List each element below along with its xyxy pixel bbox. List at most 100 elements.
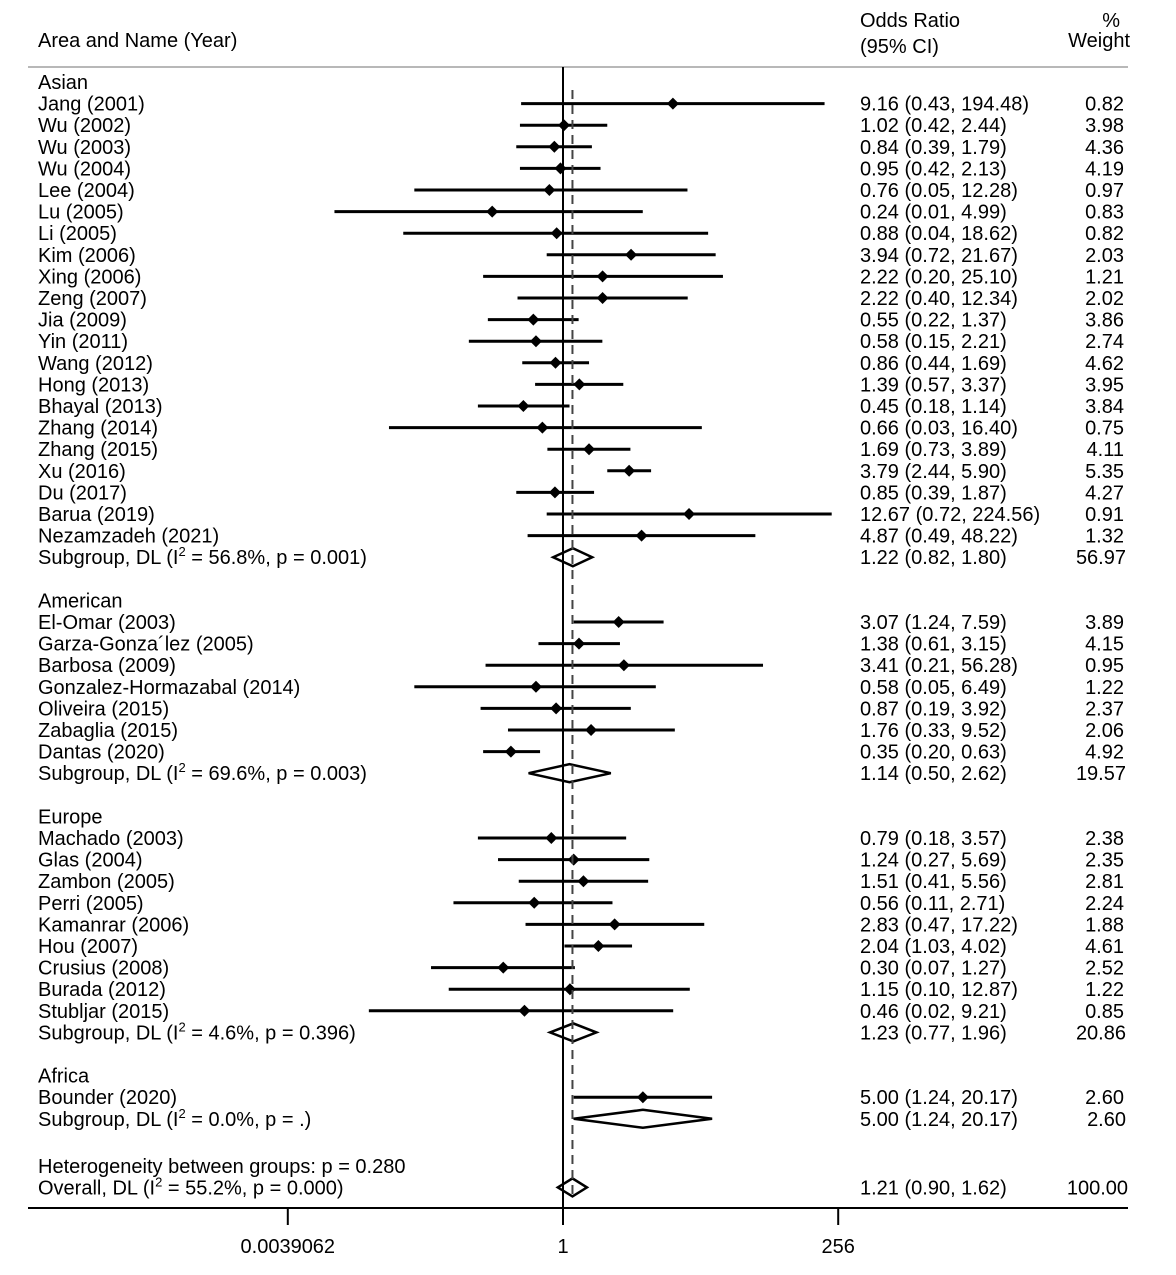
weight-value: 2.60 <box>1085 1087 1124 1109</box>
point-estimate <box>528 896 541 909</box>
odds-ratio-ci: 3.07 (1.24, 7.59) <box>860 612 1007 634</box>
odds-ratio-ci: 1.76 (0.33, 9.52) <box>860 720 1007 742</box>
odds-ratio-ci: 1.69 (0.73, 3.89) <box>860 439 1007 461</box>
weight-value: 0.82 <box>1085 94 1124 116</box>
study-label: Stubljar (2015) <box>38 1001 169 1023</box>
odds-ratio-ci: 1.02 (0.42, 2.44) <box>860 115 1007 137</box>
weight-value: 2.35 <box>1085 850 1124 872</box>
study-label: Oliveira (2015) <box>38 698 169 720</box>
weight-value: 2.02 <box>1085 288 1124 310</box>
weight-value: 0.75 <box>1085 418 1124 440</box>
weight-value: 4.15 <box>1085 634 1124 656</box>
weight-value: 3.84 <box>1085 396 1124 418</box>
subgroup-diamond <box>528 762 612 784</box>
weight-value: 5.35 <box>1085 461 1124 483</box>
point-estimate <box>548 140 561 153</box>
point-estimate <box>548 486 561 499</box>
weight-value: 4.27 <box>1085 482 1124 504</box>
study-label: Du (2017) <box>38 482 127 504</box>
weight-value: 4.92 <box>1085 742 1124 764</box>
weight-column-header: % <box>1102 10 1120 32</box>
odds-ratio-ci: 3.41 (0.21, 56.28) <box>860 655 1018 677</box>
study-label: Wang (2012) <box>38 353 153 375</box>
group-heading-europe: Europe <box>38 806 103 828</box>
point-estimate <box>563 983 576 996</box>
study-label: Zhang (2015) <box>38 439 158 461</box>
study-label: El-Omar (2003) <box>38 612 176 634</box>
study-label: Li (2005) <box>38 223 117 245</box>
point-estimate <box>577 875 590 888</box>
study-label: Bhayal (2013) <box>38 396 163 418</box>
study-column-header: Area and Name (Year) <box>38 30 237 52</box>
odds-ratio-ci: 0.79 (0.18, 3.57) <box>860 828 1007 850</box>
subgroup-label: Subgroup, DL (I2 = 4.6%, p = 0.396) <box>38 1019 356 1044</box>
x-tick-label: 0.0039062 <box>241 1236 336 1258</box>
weight-value: 1.22 <box>1085 979 1124 1001</box>
study-label: Perri (2005) <box>38 893 144 915</box>
study-label: Dantas (2020) <box>38 742 165 764</box>
study-label: Lu (2005) <box>38 202 124 224</box>
weight-value: 3.86 <box>1085 310 1124 332</box>
overall-weight: 100.00 <box>1067 1177 1128 1199</box>
point-estimate <box>572 637 585 650</box>
subgroup-diamond <box>546 1022 600 1043</box>
point-estimate <box>536 421 549 434</box>
odds-ratio-ci: 0.30 (0.07, 1.27) <box>860 958 1007 980</box>
subgroup-label: Subgroup, DL (I2 = 0.0%, p = .) <box>38 1106 311 1131</box>
study-label: Zabaglia (2015) <box>38 720 178 742</box>
study-label: Wu (2004) <box>38 158 131 180</box>
point-estimate <box>554 162 567 175</box>
study-label: Garza-Gonza´lez (2005) <box>38 634 254 656</box>
overall-label: Overall, DL (I2 = 55.2%, p = 0.000) <box>38 1174 344 1199</box>
weight-value: 0.91 <box>1085 504 1124 526</box>
point-estimate <box>573 378 586 391</box>
subgroup-label: Subgroup, DL (I2 = 56.8%, p = 0.001) <box>38 544 367 569</box>
weight-value: 2.38 <box>1085 828 1124 850</box>
weight-value: 0.82 <box>1085 223 1124 245</box>
point-estimate <box>617 659 630 672</box>
study-label: Glas (2004) <box>38 850 143 872</box>
ci-column-subheader: (95% CI) <box>860 36 939 58</box>
weight-value: 0.95 <box>1085 655 1124 677</box>
study-label: Nezamzadeh (2021) <box>38 526 219 548</box>
odds-ratio-ci: 0.24 (0.01, 4.99) <box>860 202 1007 224</box>
study-label: Crusius (2008) <box>38 958 169 980</box>
odds-ratio-ci: 4.87 (0.49, 48.22) <box>860 526 1018 548</box>
point-estimate <box>608 918 621 931</box>
odds-ratio-ci: 1.38 (0.61, 3.15) <box>860 634 1007 656</box>
study-label: Barua (2019) <box>38 504 155 526</box>
weight-value: 3.98 <box>1085 115 1124 137</box>
x-tick-label: 1 <box>557 1236 568 1258</box>
study-label: Xu (2016) <box>38 461 126 483</box>
point-estimate <box>504 745 517 758</box>
odds-ratio-ci: 3.79 (2.44, 5.90) <box>860 461 1007 483</box>
odds-ratio-ci: 0.58 (0.15, 2.21) <box>860 331 1007 353</box>
study-label: Hou (2007) <box>38 936 138 958</box>
weight-value: 0.83 <box>1085 202 1124 224</box>
study-label: Machado (2003) <box>38 828 184 850</box>
x-tick-label: 256 <box>822 1236 855 1258</box>
odds-ratio-ci: 1.24 (0.27, 5.69) <box>860 850 1007 872</box>
point-estimate <box>497 961 510 974</box>
odds-ratio-ci: 2.22 (0.20, 25.10) <box>860 266 1018 288</box>
odds-ratio-ci: 0.95 (0.42, 2.13) <box>860 158 1007 180</box>
odds-ratio-ci: 1.51 (0.41, 5.56) <box>860 871 1007 893</box>
overall-odds-ratio-ci: 1.21 (0.90, 1.62) <box>860 1177 1007 1199</box>
point-estimate <box>517 400 530 412</box>
odds-ratio-ci: 2.04 (1.03, 4.02) <box>860 936 1007 958</box>
subgroup-label: Subgroup, DL (I2 = 69.6%, p = 0.003) <box>38 760 367 785</box>
study-label: Hong (2013) <box>38 374 149 396</box>
study-label: Jang (2001) <box>38 94 145 116</box>
weight-value: 1.22 <box>1085 677 1124 699</box>
or-column-header: Odds Ratio <box>860 10 960 32</box>
point-estimate <box>636 1091 649 1104</box>
point-estimate <box>486 205 499 218</box>
subgroup-odds-ratio-ci: 1.23 (0.77, 1.96) <box>860 1022 1007 1044</box>
subgroup-weight: 56.97 <box>1076 547 1126 569</box>
study-label: Kim (2006) <box>38 245 136 267</box>
group-heading-american: American <box>38 590 122 612</box>
weight-value: 2.03 <box>1085 245 1124 267</box>
weight-value: 2.06 <box>1085 720 1124 742</box>
